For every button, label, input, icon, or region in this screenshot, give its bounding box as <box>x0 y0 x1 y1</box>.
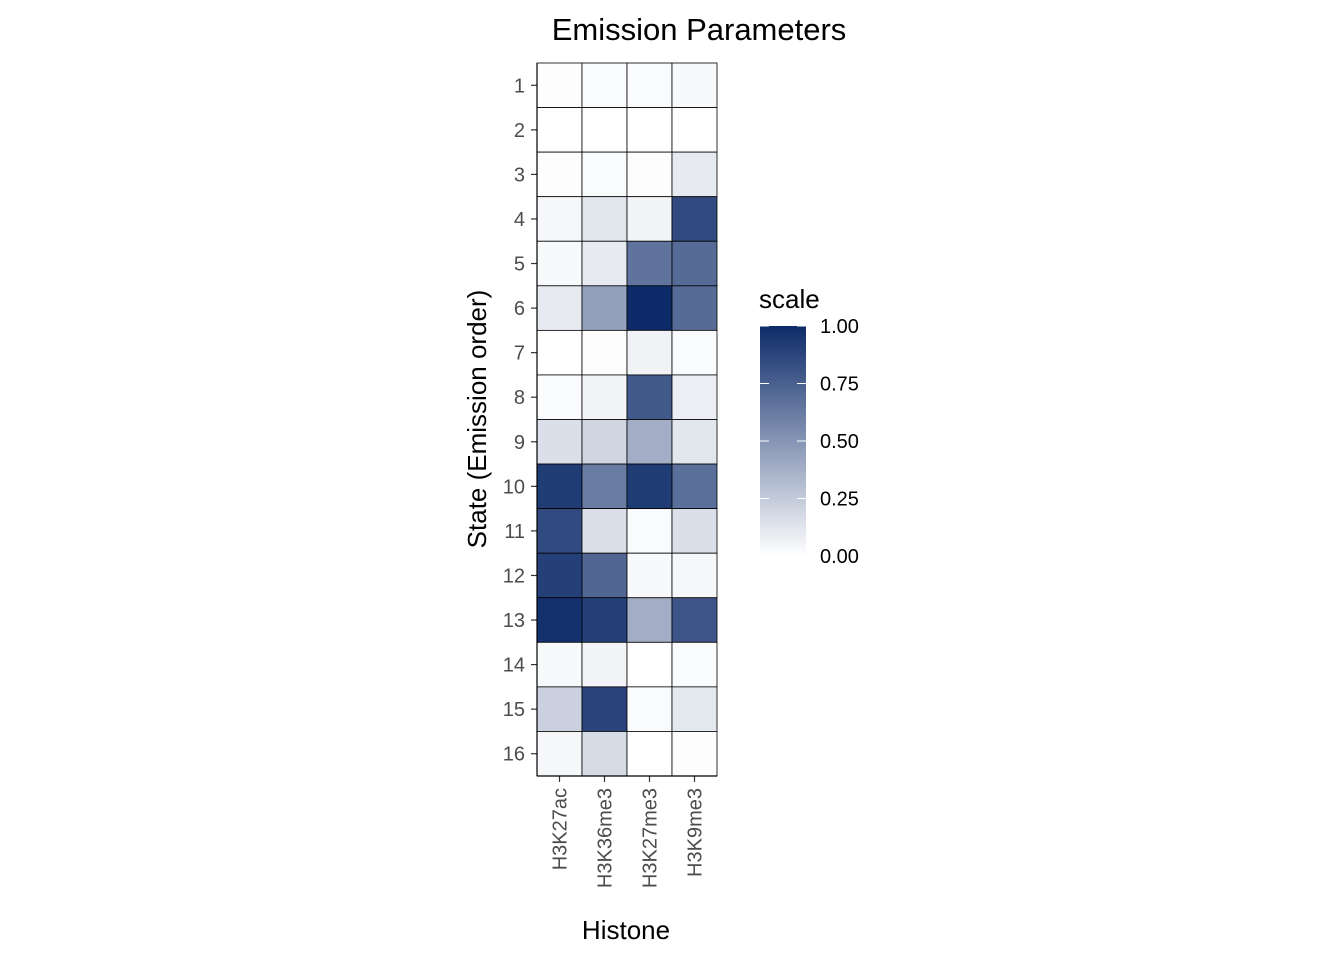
heatmap-cell <box>536 329 583 376</box>
y-tick-label: 11 <box>504 521 525 543</box>
heatmap-cell <box>581 731 628 777</box>
heatmap-cell <box>536 196 583 242</box>
heatmap-cell <box>626 240 673 287</box>
heatmap-cell <box>581 151 628 198</box>
legend-tick-label: 0.00 <box>820 546 859 568</box>
heatmap-cell <box>581 285 628 331</box>
heatmap-cell <box>671 597 718 643</box>
heatmap-cell <box>581 107 628 153</box>
heatmap-cell <box>581 686 628 732</box>
heatmap-cell <box>626 463 673 510</box>
x-axis-title: Histone <box>582 915 670 945</box>
y-tick-label: 9 <box>514 432 525 454</box>
heatmap-cell <box>671 552 718 599</box>
heatmap-cell <box>671 107 718 153</box>
heatmap-cell <box>536 240 583 287</box>
heatmap-cell <box>671 285 718 331</box>
heatmap-cell <box>671 196 718 242</box>
y-tick-label: 7 <box>514 343 525 365</box>
x-axis-ticks: H3K27ac H3K36me3 H3K27me3 H3K9me3 <box>550 776 707 888</box>
heatmap-cell <box>626 285 673 331</box>
legend-tick-label: 0.75 <box>820 374 859 396</box>
heatmap-cell <box>671 686 718 732</box>
y-tick-label: 16 <box>503 744 525 766</box>
heatmap-cell <box>671 641 718 688</box>
y-tick-label: 12 <box>503 565 525 587</box>
x-tick-label: H3K27ac <box>550 788 572 870</box>
heatmap-cell <box>536 62 583 108</box>
chart-title: Emission Parameters <box>552 12 847 47</box>
y-tick-label: 13 <box>503 610 525 632</box>
heatmap-cell <box>581 419 628 465</box>
heatmap-cell <box>626 151 673 198</box>
heatmap-cell <box>536 597 583 643</box>
x-tick-label: H3K36me3 <box>595 788 617 888</box>
legend-title: scale <box>759 284 820 314</box>
y-axis-title: State (Emission order) <box>462 290 492 549</box>
legend-tick-label: 1.00 <box>820 316 859 338</box>
y-tick-label: 2 <box>514 120 525 142</box>
heatmap-cell <box>671 329 718 376</box>
heatmap-cell <box>581 552 628 599</box>
heatmap-cell <box>536 552 583 599</box>
heatmap-cell <box>626 107 673 153</box>
y-tick-label: 3 <box>514 164 525 186</box>
heatmap-cell <box>626 374 673 420</box>
heatmap-cell <box>536 151 583 198</box>
heatmap-cell <box>671 62 718 108</box>
heatmap-cell <box>581 463 628 510</box>
heatmap-cell <box>671 508 718 554</box>
heatmap-cells <box>536 62 718 777</box>
x-tick-label: H3K27me3 <box>640 788 662 888</box>
heatmap-cell <box>671 419 718 465</box>
legend-tick-label: 0.50 <box>820 431 859 453</box>
heatmap-cell <box>581 196 628 242</box>
heatmap-cell <box>536 107 583 153</box>
heatmap-cell <box>536 686 583 732</box>
y-tick-label: 10 <box>503 476 525 498</box>
legend-tick-label: 0.25 <box>820 489 859 511</box>
heatmap-cell <box>671 240 718 287</box>
heatmap-cell <box>626 597 673 643</box>
heatmap-cell <box>626 329 673 376</box>
heatmap-cell <box>536 731 583 777</box>
heatmap-cell <box>581 62 628 108</box>
heatmap-cell <box>671 463 718 510</box>
color-legend: scale 0.00 0.25 0.50 0.75 1.00 <box>759 284 859 568</box>
heatmap-cell <box>626 686 673 732</box>
y-tick-label: 15 <box>503 699 525 721</box>
y-tick-label: 5 <box>514 254 525 276</box>
y-tick-label: 1 <box>514 75 525 97</box>
heatmap-cell <box>626 508 673 554</box>
heatmap-cell <box>581 329 628 376</box>
heatmap-cell <box>626 731 673 777</box>
heatmap-cell <box>536 641 583 688</box>
heatmap-cell <box>626 196 673 242</box>
heatmap-cell <box>581 641 628 688</box>
y-tick-label: 14 <box>503 655 525 677</box>
heatmap-cell <box>536 374 583 420</box>
heatmap-cell <box>581 240 628 287</box>
heatmap-cell <box>626 641 673 688</box>
heatmap-cell <box>671 374 718 420</box>
y-tick-label: 6 <box>514 298 525 320</box>
heatmap-cell <box>671 151 718 198</box>
heatmap-cell <box>536 285 583 331</box>
heatmap-cell <box>536 463 583 510</box>
heatmap-cell <box>581 374 628 420</box>
heatmap-cell <box>536 419 583 465</box>
heatmap-cell <box>581 597 628 643</box>
y-tick-label: 8 <box>514 387 525 409</box>
y-tick-label: 4 <box>514 209 525 231</box>
x-tick-label: H3K9me3 <box>685 788 707 877</box>
heatmap-cell <box>626 419 673 465</box>
heatmap-cell <box>626 62 673 108</box>
heatmap-cell <box>536 508 583 554</box>
heatmap-cell <box>671 731 718 777</box>
heatmap-cell <box>581 508 628 554</box>
heatmap-cell <box>626 552 673 599</box>
